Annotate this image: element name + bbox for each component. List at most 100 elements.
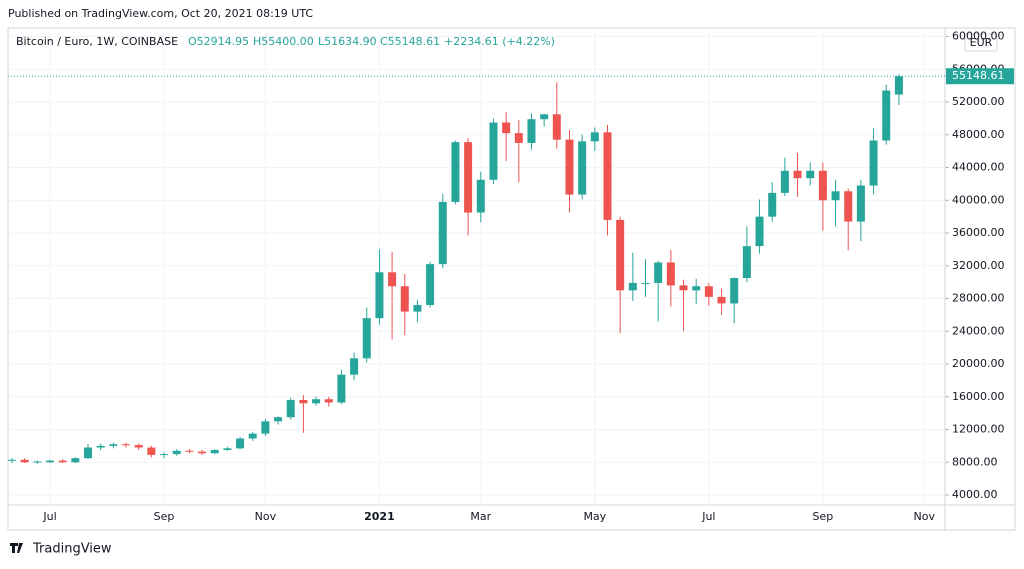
last-price-label: 55148.61 bbox=[952, 69, 1005, 82]
candle-body bbox=[147, 447, 156, 455]
candle-body bbox=[33, 461, 42, 463]
candle-body bbox=[894, 76, 903, 95]
candle-body bbox=[578, 141, 587, 195]
candle-body bbox=[464, 142, 473, 213]
candle-body bbox=[185, 450, 194, 452]
brand-logo bbox=[10, 543, 23, 553]
published-note: Published on TradingView.com, Oct 20, 20… bbox=[8, 7, 313, 20]
candle-body bbox=[58, 460, 67, 463]
candle-body bbox=[565, 139, 574, 195]
legend-high: H55400.00 bbox=[253, 35, 314, 48]
chart-frame bbox=[7, 27, 1016, 531]
candle-body bbox=[71, 458, 80, 463]
candle-body bbox=[274, 417, 283, 422]
x-tick-label: Sep bbox=[154, 510, 175, 523]
candle-body bbox=[780, 170, 789, 193]
candle-body bbox=[489, 122, 498, 180]
candle-body bbox=[20, 459, 29, 463]
x-tick-label: 2021 bbox=[364, 510, 395, 523]
candle-body bbox=[324, 399, 333, 403]
candle-body bbox=[730, 278, 739, 304]
y-tick-label: 40000.00 bbox=[952, 193, 1005, 206]
candle-body bbox=[84, 447, 93, 459]
x-tick-label: Sep bbox=[813, 510, 834, 523]
candle-body bbox=[476, 179, 485, 213]
candle-body bbox=[679, 285, 688, 291]
brand: TradingView bbox=[10, 542, 112, 557]
last-price-box bbox=[946, 68, 1014, 85]
legend-change: +2234.61 (+4.22%) bbox=[444, 35, 555, 48]
candle-body bbox=[413, 305, 422, 312]
candle-body bbox=[248, 433, 257, 439]
x-tick-label: Nov bbox=[255, 510, 277, 523]
candle-body bbox=[527, 119, 536, 143]
candle-body bbox=[654, 262, 663, 283]
brand-name: TradingView bbox=[32, 542, 112, 557]
candle-body bbox=[426, 264, 435, 306]
candle-body bbox=[844, 191, 853, 222]
legend-low: L51634.90 bbox=[318, 35, 377, 48]
candle-body bbox=[286, 400, 295, 418]
candle-body bbox=[768, 192, 777, 217]
candle-body bbox=[590, 132, 599, 142]
candle-body bbox=[438, 201, 447, 265]
candle-body bbox=[299, 400, 308, 404]
candle-body bbox=[793, 170, 802, 179]
candle-body bbox=[552, 114, 561, 140]
candle-body bbox=[869, 140, 878, 186]
candle-body bbox=[122, 444, 131, 446]
candle-body bbox=[717, 296, 726, 304]
candle-body bbox=[337, 374, 346, 403]
y-tick-label: 20000.00 bbox=[952, 357, 1005, 370]
candle-body bbox=[882, 90, 891, 141]
candle-body bbox=[755, 216, 764, 247]
x-tick-label: Nov bbox=[914, 510, 936, 523]
currency-label[interactable]: EUR bbox=[970, 36, 993, 49]
candle-body bbox=[514, 133, 523, 143]
candle-body bbox=[236, 438, 245, 449]
candle-body bbox=[502, 122, 511, 134]
legend-close: C55148.61 bbox=[380, 35, 440, 48]
y-tick-label: 12000.00 bbox=[952, 423, 1005, 436]
candle-body bbox=[540, 114, 549, 120]
candle-body bbox=[451, 142, 460, 202]
candle-body bbox=[312, 399, 321, 404]
candle-body bbox=[198, 451, 207, 454]
candle-body bbox=[46, 460, 55, 463]
candle-body bbox=[350, 358, 359, 375]
y-tick-label: 52000.00 bbox=[952, 95, 1005, 108]
candle-body bbox=[210, 449, 219, 454]
y-tick-label: 44000.00 bbox=[952, 161, 1005, 174]
candle-body bbox=[831, 191, 840, 201]
candle-body bbox=[806, 170, 815, 179]
candle-body bbox=[742, 246, 751, 279]
y-tick-label: 28000.00 bbox=[952, 292, 1005, 305]
legend-open: O52914.95 bbox=[188, 35, 249, 48]
y-tick-label: 24000.00 bbox=[952, 324, 1005, 337]
candle-body bbox=[172, 450, 181, 455]
candle-body bbox=[8, 459, 16, 461]
candle-body bbox=[261, 421, 270, 434]
grid bbox=[8, 28, 945, 505]
y-tick-label: 36000.00 bbox=[952, 226, 1005, 239]
legend: Bitcoin / Euro, 1W, COINBASE O52914.95 H… bbox=[16, 35, 555, 48]
x-tick-label: Mar bbox=[470, 510, 491, 523]
candle-body bbox=[134, 445, 143, 448]
candle-body bbox=[818, 170, 827, 201]
candle-body bbox=[388, 272, 397, 287]
candle-body bbox=[375, 272, 384, 319]
candle-body bbox=[704, 286, 713, 297]
x-tick-label: Jul bbox=[42, 510, 56, 523]
candle-body bbox=[160, 454, 169, 456]
candle-body bbox=[109, 444, 118, 446]
candle-body bbox=[692, 286, 701, 291]
candle-body bbox=[856, 185, 865, 222]
y-tick-label: 32000.00 bbox=[952, 259, 1005, 272]
candle-body bbox=[362, 318, 371, 359]
currency-box[interactable] bbox=[964, 33, 998, 52]
candle-body bbox=[96, 445, 105, 448]
y-tick-label: 48000.00 bbox=[952, 128, 1005, 141]
x-tick-label: May bbox=[583, 510, 606, 523]
y-tick-label: 60000.00 bbox=[952, 30, 1005, 43]
